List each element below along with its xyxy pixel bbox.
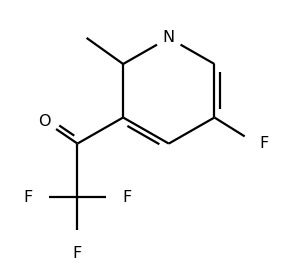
Text: F: F: [23, 190, 33, 205]
Text: F: F: [122, 190, 132, 205]
Text: F: F: [259, 136, 269, 151]
Text: N: N: [163, 30, 175, 45]
Text: O: O: [39, 114, 51, 129]
Text: F: F: [73, 246, 82, 261]
